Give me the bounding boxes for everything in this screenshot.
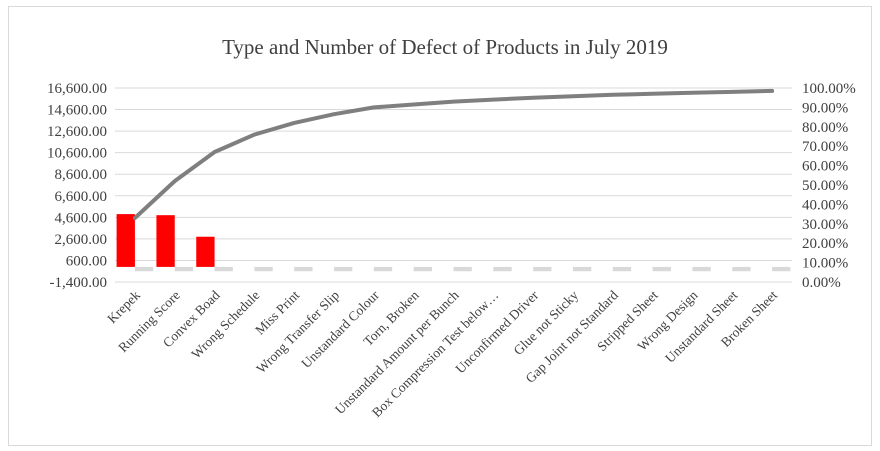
bar-baseline bbox=[254, 266, 273, 272]
bar-baseline bbox=[373, 266, 393, 272]
category-label: Wrong Schedule bbox=[188, 288, 262, 362]
gridlines bbox=[115, 87, 792, 283]
bar-defect-count bbox=[116, 214, 135, 267]
bar-baseline bbox=[732, 266, 751, 272]
left-tick-label: 12,600.00 bbox=[47, 124, 107, 140]
bar-defect-count bbox=[156, 215, 175, 267]
left-axis-ticks: 16,600.00 14,600.00 12,600.00 10,600.00 8,60… bbox=[47, 81, 107, 291]
bar-baseline bbox=[652, 266, 671, 272]
right-axis-ticks: 100.00% 90.00% 80.00% 70.00% 60.00% 50.00% 40.… bbox=[802, 81, 856, 291]
left-tick-label: 8,600.00 bbox=[55, 167, 108, 183]
bar-baseline bbox=[413, 266, 432, 272]
left-tick-label: 600.00 bbox=[66, 253, 107, 269]
left-tick-label: 6,600.00 bbox=[55, 189, 108, 205]
right-tick-label: 60.00% bbox=[802, 159, 848, 175]
bar-baseline bbox=[493, 266, 512, 272]
right-tick-label: 10.00% bbox=[802, 256, 848, 272]
right-tick-label: 70.00% bbox=[802, 139, 848, 155]
pareto-chart: Type and Number of Defect of Products in… bbox=[47, 35, 856, 420]
right-tick-label: 100.00% bbox=[802, 81, 856, 97]
bar-baseline bbox=[612, 266, 632, 272]
left-tick-label: 10,600.00 bbox=[47, 146, 107, 162]
bar-baseline bbox=[692, 266, 711, 272]
right-tick-label: 20.00% bbox=[802, 236, 848, 252]
bar-baseline bbox=[294, 266, 313, 272]
chart-title: Type and Number of Defect of Products in… bbox=[222, 35, 668, 59]
cumulative-percentage-line bbox=[132, 88, 775, 220]
left-tick-label: -1,400.00 bbox=[50, 275, 108, 291]
baseline-bars bbox=[134, 266, 791, 272]
bar-baseline bbox=[453, 266, 472, 272]
cumulative-line bbox=[132, 88, 775, 220]
bar-baseline bbox=[214, 266, 233, 272]
right-tick-label: 80.00% bbox=[802, 120, 848, 136]
bar-baseline bbox=[334, 266, 353, 272]
left-tick-label: 4,600.00 bbox=[55, 210, 108, 226]
bar-defect-count bbox=[196, 236, 215, 267]
right-tick-label: 90.00% bbox=[802, 100, 848, 116]
category-label: Unstandard Sheet bbox=[662, 287, 740, 365]
bar-baseline bbox=[772, 266, 791, 272]
right-tick-label: 40.00% bbox=[802, 197, 848, 213]
chart-area: Type and Number of Defect of Products in… bbox=[8, 6, 872, 446]
left-tick-label: 2,600.00 bbox=[55, 232, 108, 248]
category-label: Krepek bbox=[104, 287, 143, 326]
right-tick-label: 50.00% bbox=[802, 178, 848, 194]
bar-baseline bbox=[134, 266, 154, 272]
left-tick-label: 16,600.00 bbox=[47, 81, 107, 97]
right-tick-label: 0.00% bbox=[802, 275, 841, 291]
bar-baseline bbox=[533, 266, 552, 272]
bars bbox=[116, 214, 215, 267]
bar-baseline bbox=[572, 266, 592, 272]
left-tick-label: 14,600.00 bbox=[47, 103, 107, 119]
bar-baseline bbox=[174, 266, 194, 272]
right-tick-label: 30.00% bbox=[802, 217, 848, 233]
